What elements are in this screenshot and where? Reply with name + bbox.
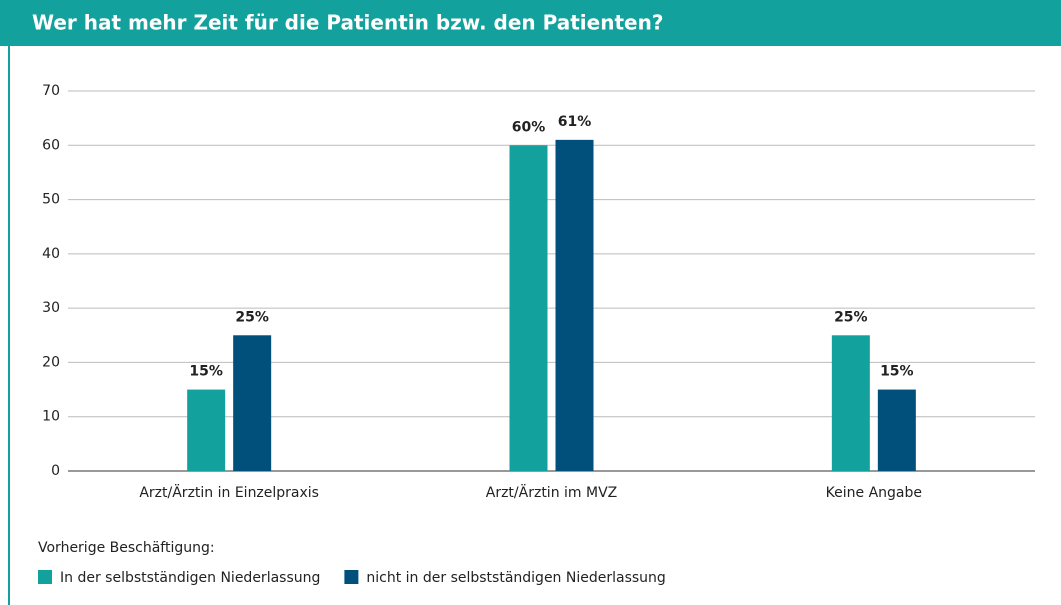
bar bbox=[233, 335, 272, 471]
chart-title: Wer hat mehr Zeit für die Patientin bzw.… bbox=[32, 11, 663, 35]
y-tick-label: 60 bbox=[42, 137, 60, 153]
x-tick-label: Keine Angabe bbox=[826, 485, 922, 501]
y-tick-label: 20 bbox=[42, 354, 60, 370]
bar bbox=[509, 145, 548, 472]
header-bar bbox=[0, 0, 1061, 46]
value-label: 60% bbox=[512, 119, 546, 135]
y-tick-label: 40 bbox=[42, 246, 60, 262]
value-label: 25% bbox=[834, 309, 868, 325]
value-label: 61% bbox=[558, 114, 592, 130]
legend-label: nicht in der selbstständigen Niederlassu… bbox=[366, 570, 665, 586]
value-label: 25% bbox=[235, 309, 269, 325]
y-tick-label: 70 bbox=[42, 83, 60, 99]
legend-label: In der selbstständigen Niederlassung bbox=[60, 570, 320, 586]
y-tick-label: 10 bbox=[42, 409, 60, 425]
bar bbox=[831, 335, 870, 471]
bar bbox=[555, 139, 594, 471]
bar bbox=[187, 389, 226, 471]
value-label: 15% bbox=[880, 364, 914, 380]
legend-swatch bbox=[344, 570, 359, 584]
legend-title: Vorherige Beschäftigung: bbox=[38, 540, 215, 556]
x-tick-label: Arzt/Ärztin im MVZ bbox=[486, 483, 618, 501]
y-tick-label: 0 bbox=[51, 463, 60, 479]
legend-swatch bbox=[38, 570, 52, 584]
x-tick-label: Arzt/Ärztin in Einzelpraxis bbox=[139, 483, 319, 501]
bar bbox=[877, 389, 916, 471]
y-tick-label: 30 bbox=[42, 300, 60, 316]
y-tick-label: 50 bbox=[42, 192, 60, 208]
value-label: 15% bbox=[189, 364, 223, 380]
